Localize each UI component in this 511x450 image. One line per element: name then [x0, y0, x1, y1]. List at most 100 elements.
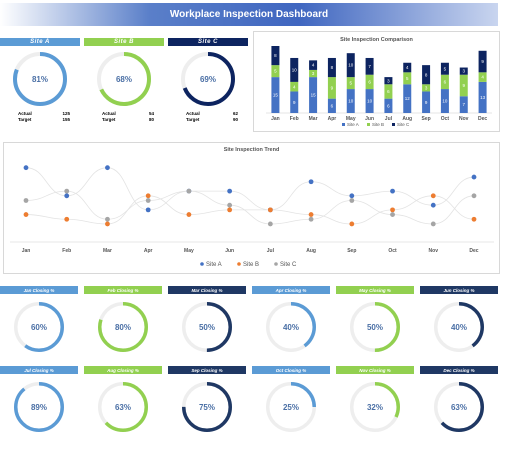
bar-label: 10	[367, 99, 373, 104]
month-8-ring: 63%	[98, 382, 148, 432]
site-comparison-panel: Site Inspection Comparison 15 5 8 Jan 9 4 10 Fe…	[253, 31, 500, 132]
month-1-percent: 60%	[31, 323, 47, 332]
site-gauge-1: 81%	[13, 52, 67, 106]
bar-label: 6	[387, 89, 390, 94]
bar-label: 8	[274, 53, 277, 58]
month-header-9: Sep Closing %	[168, 366, 246, 374]
month-5-ring: 50%	[350, 302, 400, 352]
bar-label: 12	[405, 96, 411, 101]
bar-site-c-feb	[290, 57, 299, 82]
point-site-b-mar	[105, 221, 110, 227]
bar-label: 8	[331, 65, 334, 70]
bar-label: 5	[274, 69, 277, 74]
bar-site-a-may	[346, 89, 355, 113]
line-tick-label: Mar	[103, 248, 112, 254]
line-legend-marker	[200, 262, 204, 266]
month-header-1: Jan Closing %	[0, 286, 78, 294]
line-tick-label: Sep	[347, 248, 356, 254]
point-site-a-oct	[390, 188, 395, 194]
bar-site-b-jan	[271, 65, 280, 78]
actual-value: 62	[232, 111, 238, 116]
point-site-c-jun	[227, 202, 233, 208]
month-gauge-9: 75%	[182, 382, 232, 432]
month-12-progress-arc	[434, 382, 484, 432]
bar-site-c-mar	[309, 60, 318, 70]
bar-site-b-sep	[422, 84, 431, 92]
bar-tick-label: Jun	[365, 116, 374, 122]
month-10-progress-arc	[266, 382, 316, 432]
line-tick-label: Jan	[22, 248, 31, 254]
bar-label: 5	[406, 76, 409, 81]
bar-tick-label: Feb	[290, 116, 299, 122]
site-gauge-3: 69%	[181, 52, 235, 106]
month-5-percent: 50%	[367, 323, 383, 332]
bar-label: 6	[444, 79, 447, 84]
bar-label: 4	[312, 63, 315, 68]
bar-label: 10	[348, 63, 354, 68]
month-9-percent: 75%	[199, 403, 215, 412]
site-2-ring: 68%	[97, 52, 151, 106]
point-site-a-jan	[23, 165, 29, 171]
bar-legend-swatch	[367, 123, 370, 126]
bar-site-a-feb	[290, 91, 299, 113]
bar-tick-label: Jul	[385, 116, 393, 122]
bar-label: 10	[442, 99, 448, 104]
bar-label: 13	[480, 95, 486, 100]
bar-site-a-jul	[384, 98, 393, 113]
bar-site-b-oct	[440, 74, 449, 90]
bar-site-a-sep	[422, 91, 431, 113]
bar-label: 9	[462, 83, 465, 88]
bar-label: 9	[481, 59, 484, 64]
site-stats-2: Actual 54 Target 80	[102, 111, 154, 123]
actual-row: Actual 54	[102, 111, 154, 117]
point-site-c-aug	[308, 216, 314, 222]
bar-site-b-nov	[459, 74, 468, 97]
point-site-b-apr	[145, 193, 151, 199]
bar-site-a-dec	[478, 81, 487, 113]
point-site-b-sep	[349, 221, 355, 227]
month-7-progress-arc	[14, 382, 64, 432]
line-tick-label: Dec	[469, 248, 478, 254]
month-4-progress-arc	[266, 302, 316, 352]
month-header-12: Dec Closing %	[420, 366, 498, 374]
month-1-ring: 60%	[14, 302, 64, 352]
bar-site-b-jul	[384, 84, 393, 99]
month-gauge-2: 80%	[98, 302, 148, 352]
bar-label: 9	[331, 85, 334, 90]
point-site-b-jul	[267, 207, 273, 213]
line-legend-marker	[274, 262, 278, 266]
month-11-percent: 32%	[367, 403, 383, 412]
month-gauge-3: 50%	[182, 302, 232, 352]
line-tick-label: Aug	[306, 248, 316, 254]
bar-site-c-apr	[327, 57, 336, 78]
site-stats-1: Actual 125 Target 155	[18, 111, 70, 123]
month-header-4: Apr Closing %	[252, 286, 330, 294]
trend-chart-title: Site Inspection Trend	[223, 147, 280, 153]
month-header-5: May Closing %	[336, 286, 414, 294]
bar-tick-label: Mar	[309, 116, 318, 122]
site-header-3: Site C	[168, 38, 248, 46]
actual-label: Actual	[102, 111, 116, 116]
line-tick-label: Feb	[62, 248, 71, 254]
bar-label: 3	[462, 69, 465, 74]
month-3-ring: 50%	[182, 302, 232, 352]
month-11-ring: 32%	[350, 382, 400, 432]
point-site-c-jan	[23, 198, 29, 203]
bar-site-c-jan	[271, 46, 280, 66]
site-2-percent: 68%	[116, 75, 132, 84]
point-site-c-mar	[105, 216, 110, 222]
bar-tick-label: Apr	[328, 116, 337, 122]
point-site-a-apr	[145, 207, 151, 213]
point-site-c-jul	[267, 221, 273, 227]
bar-site-c-may	[346, 53, 355, 78]
month-header-10: Oct Closing %	[252, 366, 330, 374]
line-legend-marker	[237, 262, 241, 266]
bar-site-b-may	[346, 77, 355, 90]
actual-value: 125	[62, 111, 70, 116]
bar-label: 9	[293, 100, 296, 105]
month-gauge-4: 40%	[266, 302, 316, 352]
site-2-progress-arc	[97, 52, 151, 106]
bar-label: 15	[311, 93, 317, 98]
line-site-a-path	[25, 167, 475, 211]
bar-site-a-jan	[271, 77, 280, 113]
